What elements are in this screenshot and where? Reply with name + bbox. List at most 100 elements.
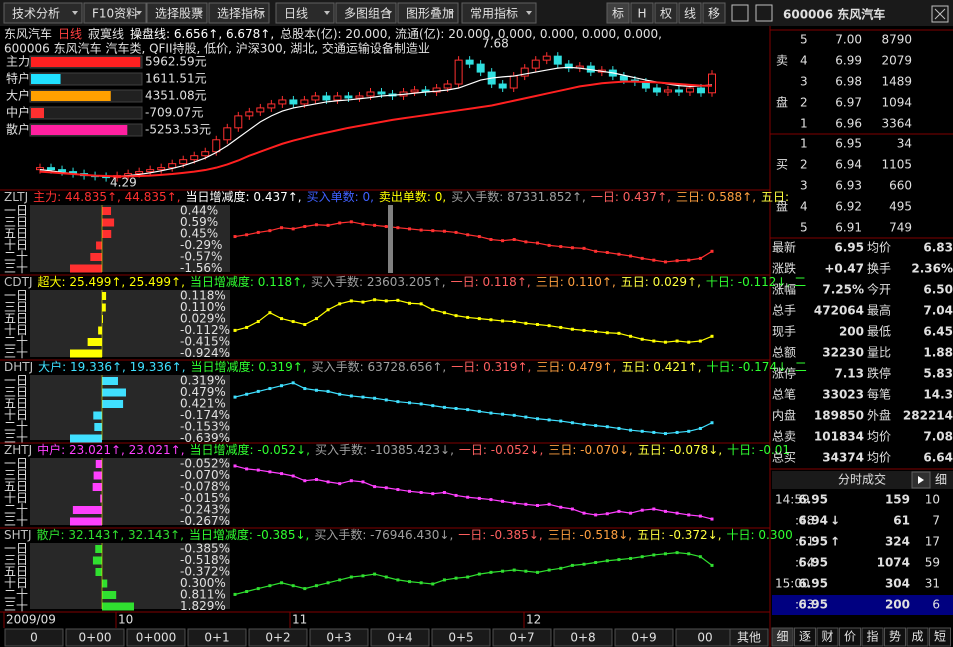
indicator-dot xyxy=(675,511,679,515)
indicator-dot xyxy=(675,259,679,263)
tool-button[interactable] xyxy=(654,2,678,24)
candle xyxy=(190,155,199,161)
close-button[interactable] xyxy=(931,5,949,23)
legend-name: 散户 xyxy=(6,122,30,137)
indicator-dot xyxy=(396,226,400,230)
toolbar-button[interactable] xyxy=(461,2,537,24)
indicator-dot xyxy=(477,409,481,413)
tab[interactable] xyxy=(839,627,861,647)
scroll-button[interactable] xyxy=(65,628,125,647)
header-segment: 买入单数: 0, xyxy=(307,189,374,204)
indicator-dot xyxy=(640,337,644,341)
indicator-dot xyxy=(419,228,423,232)
toolbar-button[interactable] xyxy=(146,2,208,24)
legend-value: 5962.59元 xyxy=(145,55,207,69)
indicator-dot xyxy=(291,320,295,324)
indicator-dot xyxy=(256,230,260,234)
tab[interactable] xyxy=(906,627,929,647)
stat-label: 均价 xyxy=(867,241,891,255)
stat-label: 最高 xyxy=(867,303,891,318)
stat-label: 今开 xyxy=(867,282,891,297)
stat-label: 每笔 xyxy=(867,387,891,402)
toolbar-button[interactable] xyxy=(397,2,459,24)
indicator-dot xyxy=(373,298,377,302)
tab[interactable] xyxy=(816,627,839,647)
tool-button[interactable] xyxy=(606,2,630,24)
scroll-button[interactable] xyxy=(370,628,430,647)
ticks-header xyxy=(772,471,953,489)
tab[interactable] xyxy=(771,627,794,647)
candle xyxy=(520,67,529,77)
scroll-button[interactable] xyxy=(729,628,769,647)
tab[interactable] xyxy=(861,627,884,647)
indicator-dot xyxy=(419,491,423,494)
scroll-button[interactable] xyxy=(309,628,369,647)
indicator-dot xyxy=(663,552,667,556)
indicator-dot xyxy=(582,246,586,250)
stock-title: 600006 东风汽车 xyxy=(783,7,885,22)
scroll-button[interactable] xyxy=(248,628,308,647)
indicator-dot xyxy=(384,398,388,402)
indicator-dot xyxy=(605,512,609,516)
scroll-button[interactable] xyxy=(4,628,64,647)
level: 1 xyxy=(800,117,808,131)
tool-button-label: H xyxy=(637,7,646,21)
indicator-dot xyxy=(710,421,714,425)
indicator-dot xyxy=(629,334,633,338)
tool-button[interactable] xyxy=(702,2,726,24)
mini-bar xyxy=(94,423,102,431)
stat-label: 内盘 xyxy=(772,408,796,423)
indicator-dot xyxy=(570,246,574,250)
scroll-button[interactable] xyxy=(553,628,613,647)
mini-bar xyxy=(102,303,106,312)
scroll-button[interactable] xyxy=(126,628,186,647)
indicator-dot xyxy=(442,229,446,233)
level: 4 xyxy=(800,200,808,214)
indicator-dot xyxy=(431,582,435,586)
scroll-button[interactable] xyxy=(614,628,674,647)
toolbar-button[interactable] xyxy=(335,2,397,24)
mini-bar xyxy=(102,602,134,611)
icon-button[interactable] xyxy=(731,4,749,22)
indicator-dot xyxy=(466,495,470,499)
tab[interactable] xyxy=(929,627,951,647)
date-label: 2009/09 xyxy=(6,613,56,627)
indicator-dot xyxy=(535,241,539,245)
tick-volume: 304 xyxy=(885,577,910,591)
stat-label: 最新 xyxy=(772,240,796,255)
header-segment: 卖出单数: 0, xyxy=(379,189,446,204)
stat-value: 34374 xyxy=(822,451,864,465)
toolbar-button[interactable] xyxy=(3,2,83,24)
candle xyxy=(223,127,232,141)
scroll-button[interactable] xyxy=(492,628,552,647)
indicator-dot xyxy=(524,321,528,325)
tab[interactable] xyxy=(884,627,906,647)
ask-price: 7.00 xyxy=(835,33,862,47)
indicator-dot xyxy=(698,426,702,430)
mini-bar xyxy=(95,568,102,576)
scroll-button[interactable] xyxy=(187,628,247,647)
header-segment: 当日增减度: -0.052↓, xyxy=(190,442,310,457)
indicator-dot xyxy=(349,394,353,398)
indicator-dot xyxy=(629,511,633,515)
scroll-button[interactable] xyxy=(431,628,491,647)
tab[interactable] xyxy=(794,627,816,647)
indicator-dot xyxy=(501,569,505,573)
indicator-dot xyxy=(268,229,272,233)
indicator-dot xyxy=(373,396,377,400)
toolbar-button[interactable] xyxy=(208,2,270,24)
tick-volume: 1074 xyxy=(877,556,910,570)
stat-label: 总卖 xyxy=(772,430,796,444)
toolbar-button[interactable] xyxy=(83,2,147,24)
icon-button[interactable] xyxy=(755,4,773,22)
scroll-button-label: 0+1 xyxy=(204,631,229,645)
toolbar-button[interactable] xyxy=(275,2,335,24)
period-label: 五日 xyxy=(4,312,28,326)
row-value: -0.153% xyxy=(180,420,230,434)
indicator-dot xyxy=(431,404,435,408)
tool-button[interactable] xyxy=(630,2,654,24)
tool-button[interactable] xyxy=(678,2,702,24)
indicator-dot xyxy=(442,405,446,409)
indicator-dot xyxy=(245,590,249,593)
indicator-dot xyxy=(687,340,691,344)
